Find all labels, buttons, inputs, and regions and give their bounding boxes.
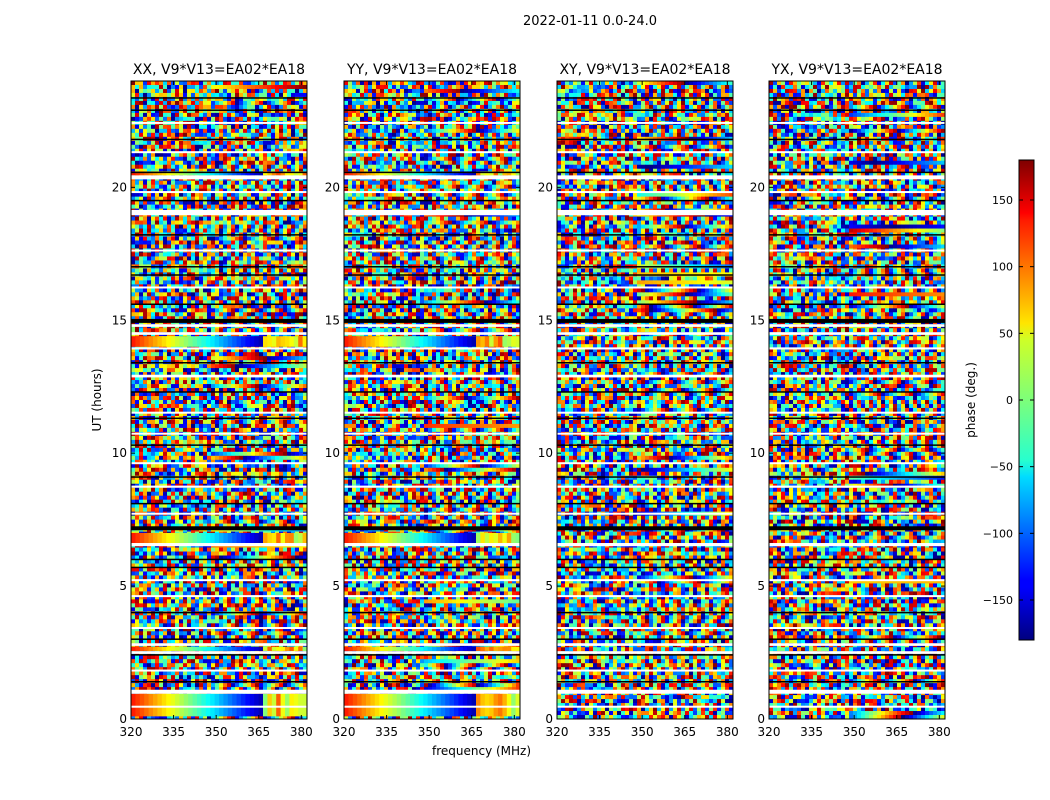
y-tick-label: 20 bbox=[750, 180, 765, 194]
panel-title: YY, V9*V13=EA02*EA18 bbox=[346, 62, 517, 78]
colorbar-tick-label: 50 bbox=[999, 327, 1013, 340]
panel-2: XY, V9*V13=EA02*EA18 320 335 350 365 380 0 5 10 1… bbox=[538, 62, 739, 739]
y-tick-label: 10 bbox=[325, 446, 340, 460]
x-tick-label: 335 bbox=[375, 725, 398, 739]
figure-title: 2022-01-11 0.0-24.0 bbox=[0, 14, 1050, 29]
y-tick-label: 15 bbox=[325, 313, 340, 327]
y-tick-label: 0 bbox=[757, 712, 765, 726]
y-tick-label: 20 bbox=[112, 180, 127, 194]
y-tick-label: 5 bbox=[545, 579, 553, 593]
x-tick-label: 365 bbox=[673, 725, 696, 739]
x-tick-label: 320 bbox=[546, 725, 569, 739]
x-tick-label: 335 bbox=[162, 725, 185, 739]
x-tick-label: 365 bbox=[247, 725, 270, 739]
colorbar-tick-label: −50 bbox=[990, 461, 1013, 474]
heatmap-cells bbox=[769, 81, 946, 720]
x-tick-label: 350 bbox=[843, 725, 866, 739]
panel-0: XX, V9*V13=EA02*EA18 320 335 350 365 380 0 5 10 1… bbox=[112, 62, 313, 739]
y-tick-label: 20 bbox=[538, 180, 553, 194]
colorbar-label: phase (deg.) bbox=[964, 362, 978, 438]
y-axis-label: UT (hours) bbox=[90, 368, 104, 431]
axes-frame bbox=[556, 80, 734, 720]
colorbar-tick-label: 0 bbox=[1006, 394, 1013, 407]
heatmap-cells bbox=[557, 81, 734, 720]
x-tick-label: 365 bbox=[885, 725, 908, 739]
heatmap-cells bbox=[344, 81, 521, 720]
panel-title: YX, V9*V13=EA02*EA18 bbox=[770, 62, 942, 78]
y-tick-label: 5 bbox=[757, 579, 765, 593]
axes-frame bbox=[768, 80, 946, 720]
y-tick-label: 15 bbox=[112, 313, 127, 327]
y-tick-label: 5 bbox=[119, 579, 127, 593]
panel-title: XX, V9*V13=EA02*EA18 bbox=[133, 62, 305, 78]
colorbar-tick-label: 150 bbox=[992, 194, 1013, 207]
colorbar-tick-label: −100 bbox=[983, 527, 1013, 540]
panel-title: XY, V9*V13=EA02*EA18 bbox=[559, 62, 730, 78]
axes-frame bbox=[343, 80, 521, 720]
y-tick-label: 10 bbox=[538, 446, 553, 460]
panel-1: YY, V9*V13=EA02*EA18 320 335 350 365 380 0 5 10 1… bbox=[325, 62, 526, 739]
x-tick-label: 380 bbox=[716, 725, 739, 739]
x-tick-label: 320 bbox=[120, 725, 143, 739]
x-tick-label: 350 bbox=[205, 725, 228, 739]
x-tick-label: 365 bbox=[460, 725, 483, 739]
panel-3: YX, V9*V13=EA02*EA18 320 335 350 365 380 0 5 10 1… bbox=[750, 62, 951, 739]
y-tick-label: 15 bbox=[750, 313, 765, 327]
y-tick-label: 5 bbox=[332, 579, 340, 593]
y-tick-label: 0 bbox=[332, 712, 340, 726]
y-tick-label: 20 bbox=[325, 180, 340, 194]
x-tick-label: 380 bbox=[928, 725, 951, 739]
colorbar-ticks: 150 100 50 0 −50 −100 −150 bbox=[983, 194, 1034, 607]
y-tick-label: 15 bbox=[538, 313, 553, 327]
colorbar-tick-label: 100 bbox=[992, 261, 1013, 274]
subplot-grid: XX, V9*V13=EA02*EA18 320 335 350 365 380 0 5 10 1… bbox=[112, 62, 951, 739]
y-tick-label: 10 bbox=[750, 446, 765, 460]
x-tick-label: 380 bbox=[290, 725, 313, 739]
x-axis-label: frequency (MHz) bbox=[432, 744, 531, 758]
x-tick-label: 335 bbox=[800, 725, 823, 739]
colorbar-tick-label: −150 bbox=[983, 594, 1013, 607]
y-tick-label: 0 bbox=[119, 712, 127, 726]
x-tick-label: 320 bbox=[333, 725, 356, 739]
x-tick-label: 380 bbox=[503, 725, 526, 739]
x-tick-label: 350 bbox=[418, 725, 441, 739]
y-tick-label: 0 bbox=[545, 712, 553, 726]
x-tick-label: 350 bbox=[631, 725, 654, 739]
x-tick-label: 335 bbox=[588, 725, 611, 739]
heatmap-cells bbox=[131, 81, 308, 720]
x-tick-label: 320 bbox=[758, 725, 781, 739]
y-tick-label: 10 bbox=[112, 446, 127, 460]
colorbar: 150 100 50 0 −50 −100 −150 phase (deg.) bbox=[964, 159, 1035, 641]
axes-frame bbox=[130, 80, 308, 720]
